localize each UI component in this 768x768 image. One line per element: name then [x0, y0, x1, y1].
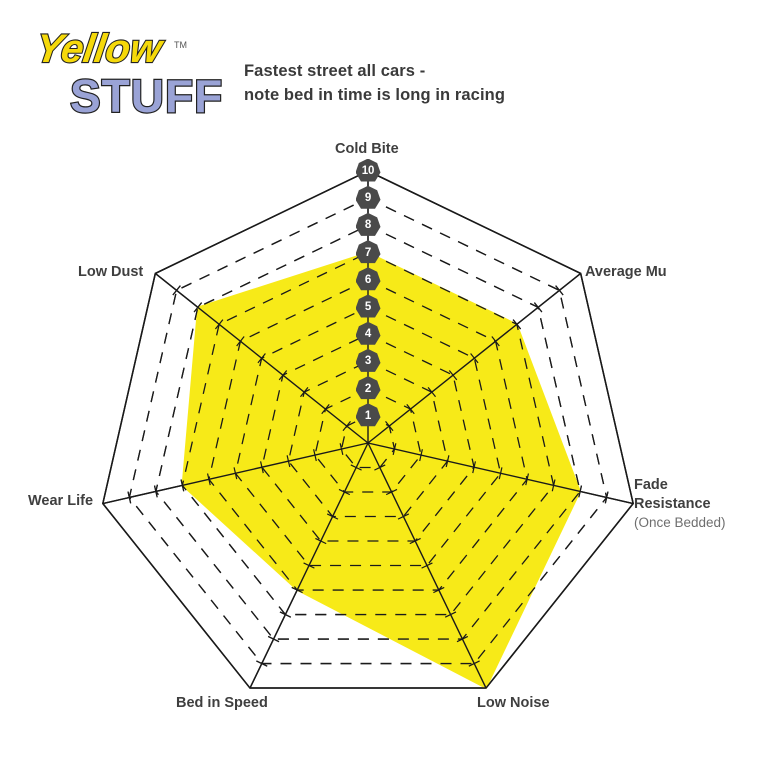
axis-tick-1-1 — [385, 420, 394, 432]
axis-tick-6-1 — [342, 420, 351, 432]
axis-tick-2-4 — [472, 461, 476, 474]
axis-tick-3-2 — [385, 488, 398, 496]
scale-badge-9: 9 — [355, 185, 381, 209]
title-line-1: Fastest street all cars - — [244, 62, 426, 80]
scale-badge-6: 6 — [355, 267, 381, 291]
axis-tick-3-1 — [374, 464, 386, 471]
grid-ring-2 — [314, 387, 422, 493]
axis-tick-6-5 — [257, 353, 266, 364]
axis-tick-1-4 — [448, 370, 458, 381]
axis-tick-5-6 — [206, 473, 211, 486]
grid-ring-4 — [261, 333, 475, 542]
page-title: Fastest street all cars - note bed in ti… — [244, 60, 574, 108]
axis-tick-1-7 — [512, 319, 522, 330]
axis-tick-5-4 — [260, 461, 264, 474]
scale-badge-4: 4 — [355, 321, 381, 345]
axis-tick-4-7 — [279, 611, 292, 618]
grid-ring-8 — [155, 224, 581, 640]
axis-label-fade-line2: Resistance — [634, 496, 711, 513]
axis-tick-5-7 — [180, 479, 185, 492]
axis-tick-1-6 — [491, 336, 500, 347]
axis-tick-2-7 — [551, 479, 556, 492]
svg-text:Yellow: Yellow — [36, 26, 167, 71]
axis-tick-6-7 — [214, 319, 224, 330]
axis-tick-2-2 — [419, 449, 423, 462]
axis-tick-3-9 — [468, 660, 480, 667]
axis-label-wear-life: Wear Life — [28, 493, 94, 509]
axis-label-low-noise: Low Noise — [477, 695, 550, 711]
grid-ring-3 — [287, 360, 449, 518]
axis-tick-6-9 — [172, 285, 181, 296]
title-line-2: note bed in time is long in racing — [244, 85, 506, 104]
axis-tick-3-6 — [433, 586, 445, 594]
scale-badge-7: 7 — [355, 240, 381, 264]
axis-tick-1-8 — [533, 302, 543, 313]
axis-label-low-dust: Low Dust — [78, 264, 144, 280]
axis-label-fade-resistance: Fade Resistance (Once Bedded) — [634, 476, 726, 532]
axis-tick-4-5 — [303, 562, 315, 569]
axis-label-average-mu: Average Mu — [585, 264, 667, 280]
grid-ring-7 — [181, 251, 555, 616]
axis-tick-4-6 — [291, 586, 303, 594]
axis-tick-5-8 — [153, 485, 158, 498]
axis-tick-3-8 — [456, 635, 469, 643]
axis-tick-2-1 — [392, 443, 397, 456]
axis-tick-3-3 — [397, 513, 410, 520]
grid-ring-6 — [208, 279, 528, 591]
axis-tick-3-5 — [421, 562, 433, 569]
trademark-mark: TM — [174, 40, 187, 50]
axis-tick-5-3 — [286, 455, 291, 468]
scale-badge-3: 3 — [355, 348, 381, 372]
axis-tick-5-2 — [313, 449, 317, 462]
axis-tick-2-3 — [445, 455, 450, 468]
axis-tick-1-9 — [555, 285, 564, 296]
axis-tick-3-7 — [444, 611, 457, 618]
svg-text:STUFF: STUFF — [70, 70, 223, 122]
axis-tick-5-5 — [233, 467, 238, 480]
logo-word-yellow: Yellow — [36, 25, 168, 72]
axis-tick-6-2 — [321, 404, 330, 415]
axis-tick-4-4 — [315, 537, 327, 545]
grid-ring-9 — [128, 197, 608, 665]
axis-tick-4-2 — [338, 488, 351, 496]
axis-tick-6-8 — [193, 302, 203, 313]
axis-tick-4-9 — [256, 660, 268, 667]
yellow-stuff-logo: Yellow TM STUFF — [36, 22, 236, 130]
scale-badge-5: 5 — [355, 294, 381, 318]
axis-label-bed-in-speed: Bed in Speed — [176, 695, 268, 711]
radar-axis-ticks-overlay — [127, 197, 609, 667]
axis-tick-2-6 — [525, 473, 530, 486]
logo-word-stuff: STUFF — [69, 69, 224, 123]
axis-tick-5-9 — [127, 491, 132, 504]
axis-tick-6-6 — [236, 336, 245, 347]
grid-ring-10 — [102, 170, 634, 689]
axis-tick-5-1 — [339, 443, 344, 456]
axis-tick-2-5 — [498, 467, 503, 480]
axis-label-fade-line1: Fade — [634, 477, 668, 493]
radar-grid-rings-overlay — [102, 170, 634, 689]
scale-badge-1: 1 — [355, 403, 381, 427]
axis-tick-1-5 — [470, 353, 479, 364]
axis-tick-6-3 — [299, 387, 309, 398]
scale-badge-8: 8 — [355, 212, 381, 236]
scale-badge-10: 10 — [355, 158, 381, 182]
axis-tick-4-3 — [326, 513, 339, 520]
axis-label-cold-bite: Cold Bite — [335, 141, 399, 157]
axis-tick-2-9 — [604, 491, 609, 504]
grid-ring-1 — [340, 415, 396, 469]
axis-tick-6-4 — [278, 370, 288, 381]
axis-tick-1-2 — [406, 404, 415, 415]
axis-tick-2-8 — [578, 485, 583, 498]
axis-label-fade-line3: (Once Bedded) — [634, 515, 726, 531]
scale-badge-2: 2 — [355, 376, 381, 400]
axis-tick-3-4 — [409, 537, 421, 545]
grid-ring-5 — [234, 306, 502, 567]
axis-tick-4-1 — [350, 464, 362, 471]
axis-tick-1-3 — [427, 387, 437, 398]
axis-tick-4-8 — [267, 635, 280, 643]
